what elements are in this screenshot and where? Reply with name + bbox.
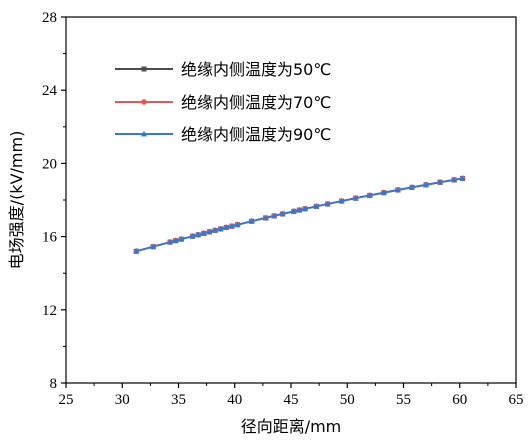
data-point (150, 243, 157, 250)
y-tick-label: 20 (42, 156, 57, 172)
y-tick-label: 16 (42, 230, 58, 246)
data-point (141, 130, 147, 137)
data-point (141, 66, 147, 72)
data-point (313, 203, 320, 209)
data-point (248, 218, 255, 224)
y-tick-label: 8 (50, 376, 58, 392)
x-tick-label: 65 (509, 392, 524, 408)
data-point (423, 181, 429, 188)
x-tick-label: 40 (227, 392, 242, 408)
data-point (366, 192, 373, 198)
x-tick-label: 35 (171, 392, 186, 408)
data-point (296, 206, 303, 213)
data-point (271, 212, 278, 219)
x-tick-label: 30 (115, 392, 130, 408)
data-point (459, 175, 466, 181)
data-point (200, 230, 207, 236)
data-point (394, 186, 401, 193)
legend: 绝缘内侧温度为50℃ 绝缘内侧温度为70℃ 绝缘内侧温度为90℃ (115, 60, 331, 144)
data-point (279, 210, 286, 217)
data-point (290, 208, 297, 214)
y-axis: 8 12 16 20 24 28 (42, 10, 66, 392)
data-point (228, 222, 235, 229)
series-layer (133, 175, 466, 255)
x-tick-label: 60 (452, 392, 467, 408)
data-point (302, 205, 309, 212)
data-point (324, 200, 331, 207)
data-point (133, 248, 140, 254)
y-tick-label: 12 (42, 303, 57, 319)
data-point (262, 214, 269, 221)
y-axis-title: 电场强度/(kV/mm) (7, 131, 26, 270)
y-tick-label: 28 (42, 10, 57, 26)
data-point (172, 237, 179, 244)
legend-item: 绝缘内侧温度为50℃ (115, 60, 331, 79)
data-point (189, 233, 196, 239)
data-point (212, 227, 219, 233)
y-tick-label: 24 (42, 83, 58, 99)
data-point (408, 184, 415, 190)
x-tick-label: 55 (396, 392, 411, 408)
data-point (195, 231, 202, 238)
legend-label: 绝缘内侧温度为90℃ (181, 125, 331, 144)
legend-label: 绝缘内侧温度为50℃ (181, 60, 331, 79)
x-axis: 25 30 35 40 45 50 55 60 65 (59, 383, 524, 408)
data-point (380, 189, 387, 196)
data-point (206, 228, 213, 235)
data-point (234, 221, 241, 228)
data-point (141, 99, 147, 105)
data-point (217, 225, 224, 232)
data-point (223, 224, 230, 230)
x-axis-title: 径向距离/mm (241, 417, 342, 436)
series-3 (133, 175, 466, 254)
data-point (352, 194, 359, 201)
legend-label: 绝缘内侧温度为70℃ (181, 93, 331, 112)
data-point (338, 197, 345, 204)
data-point (167, 238, 174, 245)
x-tick-label: 25 (59, 392, 74, 408)
data-point (451, 176, 458, 183)
legend-item: 绝缘内侧温度为70℃ (115, 93, 331, 112)
x-tick-label: 45 (284, 392, 299, 408)
legend-item: 绝缘内侧温度为90℃ (115, 125, 331, 144)
x-tick-label: 50 (340, 392, 355, 408)
data-point (178, 235, 185, 242)
data-point (437, 179, 444, 185)
